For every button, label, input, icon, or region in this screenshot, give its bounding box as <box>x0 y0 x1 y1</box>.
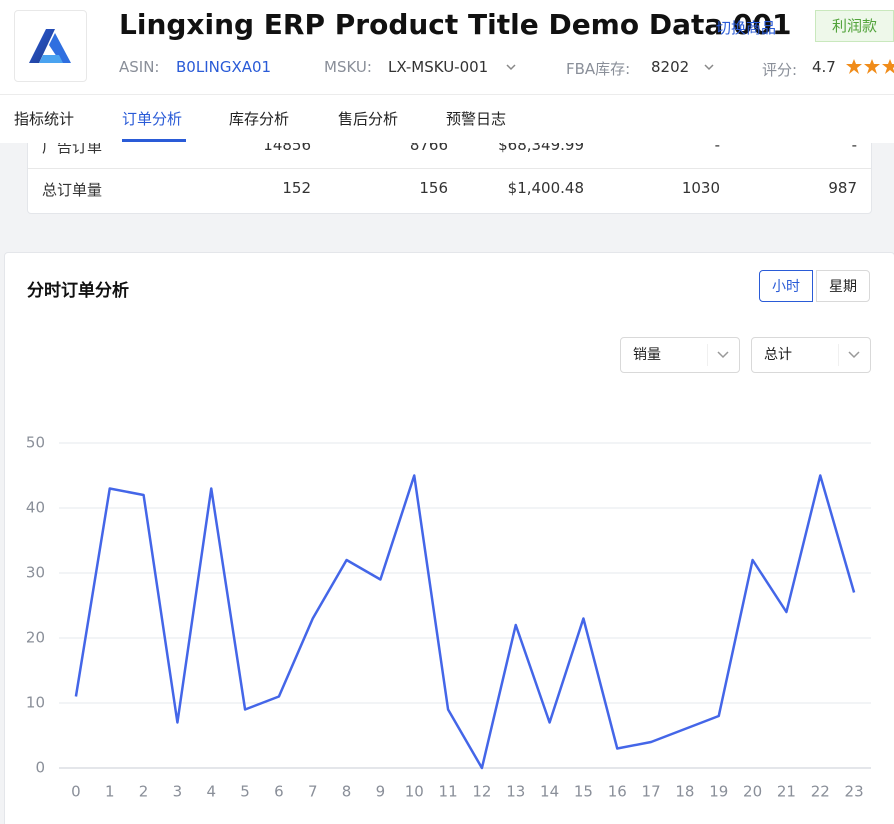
x-tick-label: 5 <box>240 783 250 801</box>
y-tick-label: 0 <box>35 759 45 777</box>
product-title: Lingxing ERP Product Title Demo Data 001 <box>119 8 792 41</box>
table-cell: 156 <box>419 179 448 197</box>
toggle-button[interactable]: 星期 <box>816 270 870 302</box>
x-tick-label: 3 <box>173 783 183 801</box>
x-tick-label: 1 <box>105 783 115 801</box>
fba-label: FBA库存: <box>566 60 631 78</box>
toggle-button[interactable]: 小时 <box>759 270 813 302</box>
msku-label: MSKU: <box>324 58 372 76</box>
y-tick-label: 50 <box>26 434 45 452</box>
fba: 8202 <box>651 58 690 76</box>
table-cell: 152 <box>282 179 311 197</box>
x-tick-label: 2 <box>139 783 149 801</box>
x-tick-label: 11 <box>439 783 458 801</box>
select[interactable]: 总计 <box>751 337 871 373</box>
select-arrow <box>838 344 860 366</box>
x-tick-label: 8 <box>342 783 352 801</box>
tab[interactable]: 库存分析 <box>229 110 290 128</box>
x-tick-label: 13 <box>506 783 525 801</box>
select-value: 总计 <box>764 347 792 363</box>
rating-label: 评分: <box>762 61 798 79</box>
row-divider <box>28 168 871 169</box>
panel-title: 分时订单分析 <box>27 281 129 301</box>
tab[interactable]: 订单分析 <box>122 110 183 128</box>
logo <box>29 29 71 63</box>
x-tick-label: 22 <box>811 783 830 801</box>
x-tick-label: 19 <box>709 783 728 801</box>
rating: 4.7 <box>812 58 836 76</box>
x-tick-label: 9 <box>376 783 386 801</box>
line <box>74 474 856 770</box>
table-cell: - <box>714 136 720 154</box>
badge: 利润款 <box>815 10 894 42</box>
switch-link[interactable]: 切换商品 <box>716 19 777 37</box>
x-tick-label: 15 <box>574 783 593 801</box>
y-tick-label: 10 <box>26 694 45 712</box>
select[interactable]: 销量 <box>620 337 740 373</box>
y-tick-label: 40 <box>26 499 45 517</box>
tab[interactable]: 指标统计 <box>14 110 75 128</box>
table-cell: $1,400.48 <box>507 179 584 197</box>
chart-card <box>4 252 894 824</box>
x-tick-label: 7 <box>308 783 318 801</box>
x-tick-label: 18 <box>675 783 694 801</box>
asin-label: ASIN: <box>119 58 160 76</box>
select-value: 销量 <box>633 347 661 363</box>
x-tick-label: 14 <box>540 783 559 801</box>
y-tick-label: 20 <box>26 629 45 647</box>
stars <box>846 59 894 74</box>
table-cell: 总订单量 <box>42 181 103 199</box>
x-tick-label: 6 <box>274 783 284 801</box>
y-tick-label: 30 <box>26 564 45 582</box>
x-tick-label: 16 <box>608 783 627 801</box>
table-cell: 1030 <box>681 179 720 197</box>
header: Lingxing ERP Product Title Demo Data 001… <box>0 0 894 143</box>
divider <box>0 94 894 95</box>
x-tick-label: 21 <box>777 783 796 801</box>
select-arrow <box>707 344 729 366</box>
asin[interactable]: B0LINGXA01 <box>176 58 272 76</box>
tab[interactable]: 售后分析 <box>338 110 399 128</box>
x-tick-label: 12 <box>472 783 491 801</box>
x-tick-label: 0 <box>71 783 81 801</box>
chevron[interactable] <box>505 61 517 73</box>
chevron[interactable] <box>703 61 715 73</box>
tab-underline <box>122 139 186 142</box>
logo-box <box>14 10 87 82</box>
x-tick-label: 4 <box>206 783 216 801</box>
tab[interactable]: 预警日志 <box>446 110 507 128</box>
x-tick-label: 23 <box>845 783 864 801</box>
msku: LX-MSKU-001 <box>388 58 489 76</box>
table-cell: - <box>851 136 857 154</box>
x-tick-label: 17 <box>642 783 661 801</box>
table-cell: 987 <box>828 179 857 197</box>
x-tick-label: 20 <box>743 783 762 801</box>
x-tick-label: 10 <box>405 783 424 801</box>
